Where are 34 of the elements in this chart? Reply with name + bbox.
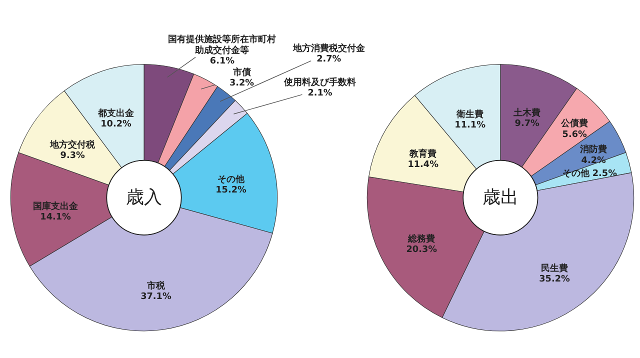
data-label: 11.4% [408,160,439,170]
slice-label: 国庫支出金 [33,200,80,212]
slice-label: 使用料及び手数料 [283,76,356,88]
slice-label: その他 [217,174,246,186]
slice-label: 総務費 [407,233,436,244]
slice-label: 国有提供施設等所在市町村助成交付金等 [168,34,276,56]
data-label: 14.1% [40,212,72,223]
data-label: 5.6% [562,130,588,140]
slice-label: 消防費 [579,144,608,156]
data-label: 2.7% [316,54,342,65]
data-label: 9.7% [514,119,540,130]
slice-label: 衛生費 [456,108,484,120]
text: 歳入 [126,187,162,208]
slice-label: 土木費 [512,108,541,119]
data-label: 11.1% [454,120,486,130]
data-label: 6.1% [210,56,235,66]
data-label: 15.2% [216,186,246,196]
slice-label: 教育費 [408,148,437,160]
data-label: 4.2% [581,156,606,166]
slice-label: 市債 [232,67,251,78]
slice-label: 都支出金 [97,108,135,119]
slice-label: 市税 [146,280,166,292]
data-label: 20.3% [406,245,438,256]
data-label: 37.1% [140,292,172,302]
data-label: 9.3% [60,151,85,162]
data-label: 35.2% [539,274,570,285]
data-label: 10.2% [100,120,132,130]
data-label: 2.1% [308,88,332,98]
slice-label: 公債費 [560,118,588,130]
text: 歳出 [482,188,518,208]
slice-label: 地方交付税 [49,139,96,150]
data-label: 3.2% [229,78,254,89]
slice-label: 民生費 [540,262,568,274]
slice-label: 地方消費税交付金 [292,43,366,54]
